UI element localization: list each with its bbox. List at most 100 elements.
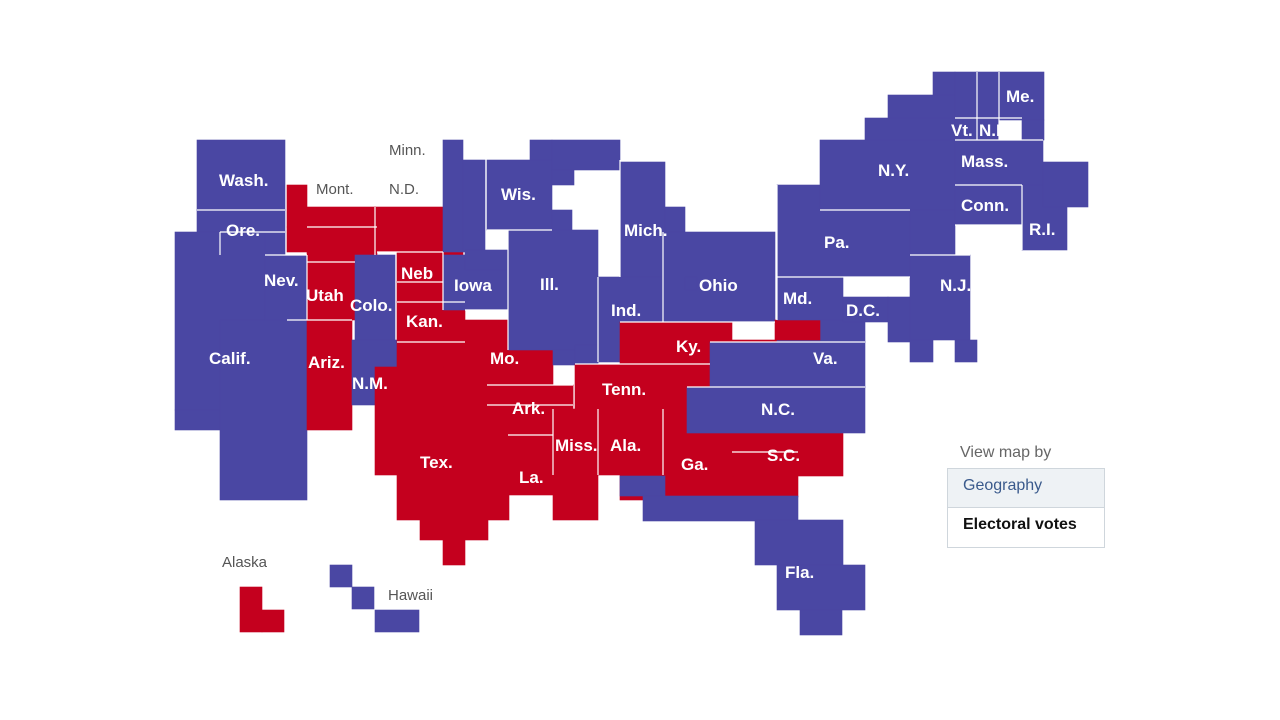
state-block[interactable] xyxy=(329,564,353,588)
state-label-calif: Calif. xyxy=(209,349,251,368)
state-block[interactable] xyxy=(1042,161,1089,208)
state-block[interactable] xyxy=(507,229,599,351)
state-block[interactable] xyxy=(486,159,553,231)
state-label-ill: Ill. xyxy=(540,275,559,294)
state-block[interactable] xyxy=(776,564,866,611)
state-block[interactable] xyxy=(462,159,486,253)
state-block[interactable] xyxy=(306,251,333,263)
state-utah[interactable] xyxy=(306,261,356,321)
state-md[interactable] xyxy=(776,276,844,321)
state-label-mont: Mont. xyxy=(316,181,354,198)
state-block[interactable] xyxy=(684,276,698,291)
state-label-wash: Wash. xyxy=(219,171,268,190)
state-block[interactable] xyxy=(774,319,821,341)
state-block[interactable] xyxy=(286,226,333,253)
state-label-nj: N.J. xyxy=(940,276,971,295)
state-label-ore: Ore. xyxy=(226,221,260,240)
state-block[interactable] xyxy=(909,209,956,256)
state-label-dc: D.C. xyxy=(846,301,880,320)
state-block[interactable] xyxy=(264,254,308,321)
state-block[interactable] xyxy=(529,139,553,161)
state-block[interactable] xyxy=(864,117,956,141)
state-label-va: Va. xyxy=(813,349,838,368)
state-block[interactable] xyxy=(551,169,575,186)
state-label-utah: Utah xyxy=(306,286,344,305)
state-block[interactable] xyxy=(442,139,464,253)
state-block[interactable] xyxy=(552,474,599,521)
state-iowa[interactable] xyxy=(442,249,509,311)
state-wash[interactable] xyxy=(196,139,286,211)
state-block[interactable] xyxy=(619,475,666,497)
state-block[interactable] xyxy=(419,519,489,541)
state-block[interactable] xyxy=(442,539,466,566)
state-ny[interactable] xyxy=(819,71,956,256)
state-block[interactable] xyxy=(732,432,844,477)
state-block[interactable] xyxy=(552,408,599,476)
state-block[interactable] xyxy=(954,339,978,363)
state-block[interactable] xyxy=(932,71,956,96)
electoral-votes-option[interactable]: Electoral votes xyxy=(947,508,1105,548)
state-block[interactable] xyxy=(374,206,444,228)
state-block[interactable] xyxy=(374,609,420,633)
state-minn[interactable] xyxy=(442,139,486,253)
state-block[interactable] xyxy=(909,254,971,341)
state-hawaii[interactable] xyxy=(329,564,420,633)
state-fla[interactable] xyxy=(619,475,866,636)
state-label-ark: Ark. xyxy=(512,399,545,418)
state-block[interactable] xyxy=(551,139,621,171)
state-block[interactable] xyxy=(551,209,573,231)
state-block[interactable] xyxy=(219,319,308,501)
state-block[interactable] xyxy=(464,249,509,271)
state-nj[interactable] xyxy=(909,254,978,363)
state-nev[interactable] xyxy=(264,254,308,321)
state-block[interactable] xyxy=(351,586,375,610)
state-label-wis: Wis. xyxy=(501,185,536,204)
state-block[interactable] xyxy=(887,296,911,343)
state-block[interactable] xyxy=(376,226,444,253)
state-block[interactable] xyxy=(196,139,286,211)
state-block[interactable] xyxy=(998,71,1045,121)
state-ariz[interactable] xyxy=(306,319,353,431)
state-block[interactable] xyxy=(619,161,666,278)
state-block[interactable] xyxy=(374,366,444,476)
state-block[interactable] xyxy=(754,519,844,566)
state-block[interactable] xyxy=(709,341,866,388)
state-colo[interactable] xyxy=(354,254,396,341)
state-label-colo: Colo. xyxy=(350,296,393,315)
state-block[interactable] xyxy=(642,495,799,522)
state-label-md: Md. xyxy=(783,289,812,308)
state-label-hawaii: Hawaii xyxy=(388,587,433,604)
state-block[interactable] xyxy=(306,206,376,228)
state-nd[interactable] xyxy=(374,206,444,228)
state-sd[interactable] xyxy=(376,226,444,253)
state-block[interactable] xyxy=(574,344,599,364)
state-nc[interactable] xyxy=(686,386,866,434)
state-block[interactable] xyxy=(507,434,554,496)
state-alaska[interactable] xyxy=(239,586,285,633)
state-block[interactable] xyxy=(306,319,353,431)
state-block[interactable] xyxy=(286,184,308,228)
state-wva[interactable] xyxy=(774,319,821,341)
state-sc[interactable] xyxy=(732,432,844,477)
state-block[interactable] xyxy=(776,276,844,321)
geography-option[interactable]: Geography xyxy=(947,468,1105,508)
state-block[interactable] xyxy=(239,586,263,633)
state-block[interactable] xyxy=(396,281,444,303)
state-block[interactable] xyxy=(686,386,866,434)
state-wis[interactable] xyxy=(486,139,621,231)
state-block[interactable] xyxy=(1021,119,1045,141)
state-la[interactable] xyxy=(507,434,599,521)
state-block[interactable] xyxy=(887,94,956,119)
state-block[interactable] xyxy=(354,254,396,341)
state-block[interactable] xyxy=(396,474,510,521)
state-block[interactable] xyxy=(799,609,843,636)
state-miss[interactable] xyxy=(552,408,599,476)
state-me[interactable] xyxy=(998,71,1045,141)
state-block[interactable] xyxy=(261,609,285,633)
state-block[interactable] xyxy=(174,409,221,431)
state-label-mass: Mass. xyxy=(961,152,1008,171)
state-label-vt: Vt. xyxy=(951,121,973,140)
state-label-fla: Fla. xyxy=(785,563,814,582)
state-label-ala: Ala. xyxy=(610,436,641,455)
